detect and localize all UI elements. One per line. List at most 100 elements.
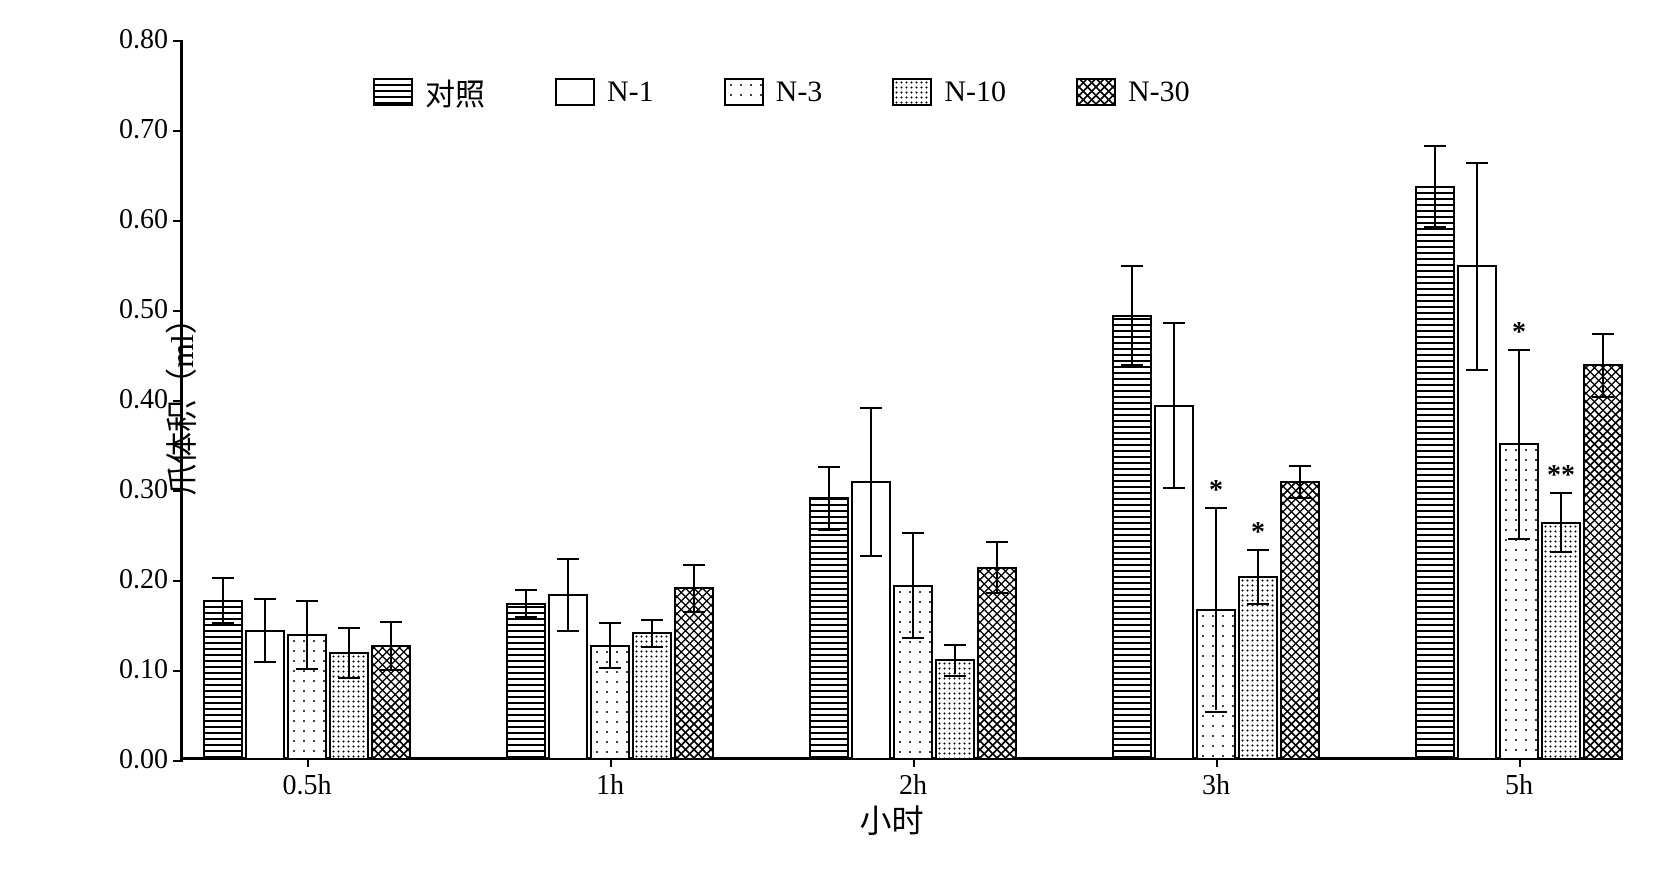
error-bar (1299, 465, 1301, 497)
significance-marker: * (1512, 317, 1526, 349)
error-bar (693, 564, 695, 611)
x-tick-label: 0.5h (283, 770, 332, 802)
error-cap (1466, 162, 1488, 164)
error-cap (599, 667, 621, 669)
bar (506, 603, 546, 761)
error-cap (1592, 396, 1614, 398)
error-cap (254, 661, 276, 663)
error-cap (860, 407, 882, 409)
legend-label: N-10 (944, 75, 1006, 109)
y-tick-label: 0.40 (98, 384, 168, 416)
bar (1280, 481, 1320, 760)
bar (632, 632, 672, 760)
y-tick-label: 0.20 (98, 564, 168, 596)
bar (1541, 522, 1581, 761)
error-cap (515, 616, 537, 618)
legend-item: N-3 (724, 75, 823, 109)
y-tick (173, 580, 183, 582)
y-tick-label: 0.70 (98, 114, 168, 146)
error-cap (1247, 549, 1269, 551)
y-tick (173, 400, 183, 402)
legend-item: N-30 (1076, 75, 1190, 109)
bar (1583, 364, 1623, 760)
error-bar (609, 622, 611, 667)
error-bar (348, 627, 350, 677)
x-tick-label: 5h (1505, 770, 1533, 802)
error-cap (818, 466, 840, 468)
significance-marker: * (1251, 517, 1265, 549)
legend-swatch (555, 78, 595, 106)
error-cap (944, 675, 966, 677)
y-tick (173, 490, 183, 492)
error-bar (870, 407, 872, 555)
legend-label: N-30 (1128, 75, 1190, 109)
error-bar (1257, 549, 1259, 603)
y-tick (173, 40, 183, 42)
error-bar (996, 541, 998, 591)
error-bar (264, 598, 266, 661)
y-tick-label: 0.50 (98, 294, 168, 326)
error-cap (254, 598, 276, 600)
bar (1112, 315, 1152, 761)
x-tick-label: 3h (1202, 770, 1230, 802)
y-tick (173, 310, 183, 312)
error-bar (1476, 162, 1478, 369)
error-cap (1508, 349, 1530, 351)
error-cap (338, 627, 360, 629)
plot-area: 爪体积（ml） 小时 0.000.100.200.300.400.500.600… (180, 40, 1600, 760)
error-cap (1121, 265, 1143, 267)
y-tick-label: 0.30 (98, 474, 168, 506)
legend-item: N-10 (892, 75, 1006, 109)
x-axis-label: 小时 (859, 796, 923, 842)
y-tick (173, 760, 183, 762)
error-cap (515, 589, 537, 591)
error-bar (651, 619, 653, 646)
error-cap (212, 622, 234, 624)
error-bar (912, 532, 914, 636)
error-bar (1215, 507, 1217, 710)
error-cap (380, 669, 402, 671)
error-bar (1560, 492, 1562, 551)
error-cap (1424, 145, 1446, 147)
error-cap (860, 555, 882, 557)
error-cap (1424, 226, 1446, 228)
error-cap (1205, 711, 1227, 713)
error-cap (1466, 369, 1488, 371)
legend-swatch (1076, 78, 1116, 106)
error-cap (296, 668, 318, 670)
error-cap (557, 630, 579, 632)
y-tick-label: 0.60 (98, 204, 168, 236)
error-cap (1163, 322, 1185, 324)
y-tick-label: 0.00 (98, 744, 168, 776)
error-cap (296, 600, 318, 602)
chart-container: 爪体积（ml） 小时 0.000.100.200.300.400.500.600… (120, 20, 1620, 850)
error-cap (1289, 465, 1311, 467)
y-tick-label: 0.80 (98, 24, 168, 56)
legend-label: N-1 (607, 75, 654, 109)
error-cap (1289, 497, 1311, 499)
error-bar (390, 621, 392, 670)
error-bar (222, 577, 224, 622)
error-bar (1434, 145, 1436, 226)
legend-label: 对照 (425, 70, 485, 114)
error-bar (1131, 265, 1133, 364)
error-cap (683, 611, 705, 613)
legend-swatch (892, 78, 932, 106)
error-cap (1163, 487, 1185, 489)
error-cap (641, 646, 663, 648)
error-cap (338, 677, 360, 679)
x-tick-label: 2h (899, 770, 927, 802)
y-tick (173, 670, 183, 672)
legend-item: N-1 (555, 75, 654, 109)
error-cap (1550, 551, 1572, 553)
error-cap (1205, 507, 1227, 509)
error-cap (557, 558, 579, 560)
error-bar (567, 558, 569, 630)
error-bar (1173, 322, 1175, 488)
error-cap (902, 532, 924, 534)
legend: 对照 N-1 N-3 N-10 N-30 (373, 70, 1190, 114)
error-cap (641, 619, 663, 621)
error-cap (380, 621, 402, 623)
y-tick (173, 130, 183, 132)
error-bar (1602, 333, 1604, 396)
